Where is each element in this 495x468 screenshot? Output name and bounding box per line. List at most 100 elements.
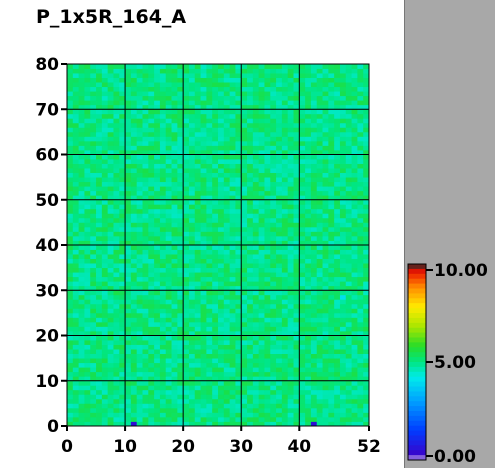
heatmap-cell bbox=[90, 367, 97, 373]
heatmap-cell bbox=[119, 168, 126, 173]
heatmap-cell bbox=[125, 68, 132, 74]
heatmap-cell bbox=[258, 208, 265, 214]
heatmap-cell bbox=[310, 231, 318, 237]
heatmap-cell bbox=[183, 104, 190, 110]
heatmap-cell bbox=[328, 159, 335, 164]
heatmap-cell bbox=[125, 109, 132, 115]
heatmap-cell bbox=[293, 149, 300, 155]
heatmap-cell bbox=[113, 276, 120, 282]
heatmap-cell bbox=[136, 362, 143, 368]
heatmap-cell bbox=[188, 276, 196, 282]
heatmap-cell bbox=[305, 263, 312, 269]
heatmap-cell bbox=[119, 104, 126, 110]
heatmap-cell bbox=[78, 64, 85, 69]
heatmap-cell bbox=[148, 131, 155, 137]
heatmap-cell bbox=[136, 145, 143, 151]
heatmap-cell bbox=[345, 199, 352, 205]
heatmap-cell bbox=[142, 222, 149, 228]
heatmap-cell bbox=[148, 100, 155, 106]
heatmap-cell bbox=[119, 312, 126, 318]
heatmap-cell bbox=[287, 235, 294, 241]
heatmap-cell bbox=[322, 267, 329, 273]
heatmap-cell bbox=[78, 82, 85, 88]
heatmap-cell bbox=[90, 276, 97, 282]
heatmap-cell bbox=[345, 303, 352, 309]
heatmap-cell bbox=[171, 416, 178, 422]
heatmap-cell bbox=[351, 416, 358, 422]
heatmap-cell bbox=[101, 349, 109, 354]
heatmap-cell bbox=[229, 190, 236, 196]
heatmap-cell bbox=[90, 95, 97, 101]
heatmap-cell bbox=[235, 245, 242, 250]
heatmap-cell bbox=[339, 86, 347, 92]
heatmap-cell bbox=[351, 181, 358, 187]
heatmap-cell bbox=[235, 290, 242, 296]
heatmap-cell bbox=[171, 254, 178, 259]
heatmap-cell bbox=[130, 159, 138, 164]
heatmap-cell bbox=[96, 235, 103, 241]
heatmap-cell bbox=[258, 190, 265, 196]
heatmap-cell bbox=[276, 91, 283, 97]
heatmap-cell bbox=[270, 312, 277, 318]
heatmap-cell bbox=[252, 321, 260, 327]
heatmap-cell bbox=[212, 77, 219, 83]
heatmap-cell bbox=[258, 294, 265, 300]
heatmap-cell bbox=[276, 371, 283, 377]
heatmap-cell bbox=[171, 294, 178, 300]
heatmap-cell bbox=[84, 344, 91, 350]
heatmap-cell bbox=[322, 263, 329, 269]
heatmap-cell bbox=[258, 371, 265, 377]
heatmap-cell bbox=[293, 131, 300, 137]
heatmap-cell bbox=[177, 303, 184, 309]
heatmap-cell bbox=[154, 272, 161, 278]
heatmap-cell bbox=[183, 276, 190, 282]
heatmap-cell bbox=[107, 231, 114, 237]
heatmap-cell bbox=[119, 195, 126, 201]
heatmap-cell bbox=[72, 367, 80, 373]
heatmap-cell bbox=[345, 308, 352, 314]
heatmap-cell bbox=[165, 213, 172, 219]
heatmap-cell bbox=[84, 330, 91, 336]
heatmap-cell bbox=[194, 204, 201, 210]
heatmap-cell bbox=[206, 235, 213, 241]
heatmap-cell bbox=[206, 222, 213, 228]
heatmap-cell bbox=[136, 281, 143, 287]
heatmap-cell bbox=[270, 100, 277, 106]
heatmap-cell bbox=[334, 113, 341, 119]
heatmap-cell bbox=[148, 186, 155, 192]
heatmap-cell bbox=[130, 91, 138, 97]
colorbar-segment bbox=[408, 357, 426, 363]
heatmap-cell bbox=[363, 394, 370, 400]
heatmap-cell bbox=[206, 231, 213, 237]
heatmap-cell bbox=[183, 299, 190, 305]
heatmap-cell bbox=[339, 145, 347, 151]
heatmap-cell bbox=[154, 394, 161, 400]
heatmap-cell bbox=[171, 349, 178, 354]
heatmap-cell bbox=[322, 168, 329, 173]
heatmap-cell bbox=[305, 131, 312, 137]
heatmap-cell bbox=[148, 240, 155, 246]
heatmap-cell bbox=[258, 231, 265, 237]
heatmap-cell bbox=[119, 303, 126, 309]
heatmap-cell bbox=[281, 330, 289, 336]
heatmap-cell bbox=[154, 344, 161, 350]
heatmap-cell bbox=[142, 109, 149, 115]
heatmap-cell bbox=[241, 362, 248, 368]
heatmap-cell bbox=[188, 118, 196, 124]
heatmap-cell bbox=[183, 122, 190, 128]
heatmap-cell bbox=[188, 376, 196, 382]
heatmap-cell bbox=[357, 317, 364, 323]
heatmap-cell bbox=[351, 398, 358, 404]
heatmap-cell bbox=[218, 199, 225, 205]
x-tick-label: 10 bbox=[113, 437, 137, 457]
heatmap-cell bbox=[247, 240, 254, 246]
heatmap-cell bbox=[299, 371, 306, 377]
heatmap-cell bbox=[107, 403, 114, 409]
heatmap-cell bbox=[316, 294, 323, 300]
heatmap-cell bbox=[206, 190, 213, 196]
heatmap-cell bbox=[188, 258, 196, 264]
heatmap-cell bbox=[363, 380, 370, 386]
heatmap-cell bbox=[165, 195, 172, 201]
heatmap-cell bbox=[345, 113, 352, 119]
heatmap-cell bbox=[293, 118, 300, 124]
